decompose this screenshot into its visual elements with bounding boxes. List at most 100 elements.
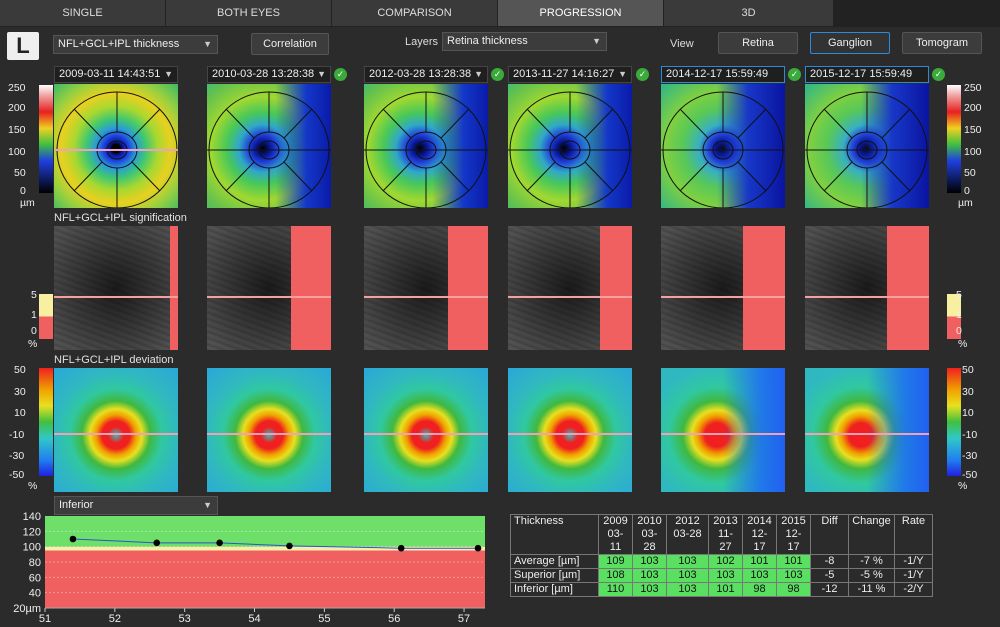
x-tick-label: 54 [248, 613, 260, 625]
table-cell: 101 [742, 554, 777, 569]
thickness-map-5[interactable] [661, 84, 785, 208]
view-label: View [670, 38, 694, 50]
deviation-map-5[interactable] [661, 368, 785, 492]
sector-select-value: Inferior [59, 499, 94, 511]
signification-map-6[interactable] [805, 226, 929, 350]
deviation-map-6[interactable] [805, 368, 929, 492]
scale-tick: -50 [9, 469, 25, 481]
scale-unit: µm [958, 197, 973, 209]
borderline-band [45, 546, 485, 551]
scan-line [508, 296, 632, 298]
layers-select[interactable]: Retina thickness ▼ [442, 32, 607, 51]
etdrs-grid-overlay [508, 91, 632, 208]
table-header-cell: Thickness [510, 514, 599, 555]
deviation-map-1[interactable] [54, 368, 178, 492]
scale-tick: 50 [962, 364, 974, 376]
scale-tick: 5 [31, 289, 37, 301]
significant-region [170, 226, 178, 350]
table-cell: 102 [708, 554, 743, 569]
table-row: Superior [µm] 108 103 103 103 103 103 -5… [510, 568, 933, 583]
scale-tick: 0 [964, 185, 970, 197]
significant-region [448, 226, 488, 350]
trend-chart: 140 120 100 80 60 40 20µm 51 52 53 54 55 56 57 [13, 511, 485, 625]
table-row: Average [µm] 109 103 103 102 101 101 -8 … [510, 554, 933, 569]
view-retina-button[interactable]: Retina [718, 32, 798, 54]
date-select-3[interactable]: 2012-03-28 13:28:38 ▼ [364, 66, 488, 83]
scale-tick: 200 [8, 102, 26, 114]
date-value: 2014-12-17 15:59:49 [666, 68, 769, 80]
scale-tick: -30 [962, 450, 978, 462]
tab-comparison[interactable]: COMPARISON [332, 0, 498, 26]
significant-region [600, 226, 632, 350]
correlation-button[interactable]: Correlation [251, 33, 329, 55]
rate-cell: -1/Y [894, 568, 933, 583]
deviation-map-3[interactable] [364, 368, 488, 492]
thickness-map-2[interactable] [207, 84, 331, 208]
date-select-6[interactable]: 2015-12-17 15:59:49 [805, 66, 929, 83]
check-icon: ✓ [636, 68, 649, 81]
data-point [153, 539, 161, 547]
thickness-table: Thickness 2009 03-11 2010 03-28 2012 03-… [510, 514, 933, 597]
scan-line [661, 296, 785, 298]
table-header-cell: 2009 03-11 [598, 514, 633, 555]
scan-line [54, 296, 178, 298]
scale-tick: 1 [31, 309, 37, 321]
view-ganglion-button[interactable]: Ganglion [810, 32, 890, 54]
etdrs-grid-overlay [661, 91, 785, 208]
thickness-map-6[interactable] [805, 84, 929, 208]
signification-colorbar-left [39, 294, 53, 339]
deviation-map-4[interactable] [508, 368, 632, 492]
tab-3d[interactable]: 3D [664, 0, 834, 26]
thickness-colorbar-left [39, 85, 53, 193]
table-header-cell: Rate [894, 514, 933, 555]
scale-tick: 100 [8, 146, 26, 158]
table-cell: 108 [598, 568, 633, 583]
date-select-1[interactable]: 2009-03-11 14:43:51 ▼ [54, 66, 178, 83]
scale-tick: 50 [964, 167, 976, 179]
signification-colorbar-right [947, 294, 961, 339]
metric-select[interactable]: NFL+GCL+IPL thickness ▼ [53, 35, 218, 54]
signification-map-5[interactable] [661, 226, 785, 350]
thickness-map-4[interactable] [508, 84, 632, 208]
scale-tick: 30 [14, 386, 26, 398]
scan-line [207, 433, 331, 435]
data-point [397, 544, 405, 552]
scale-tick: 10 [962, 407, 974, 419]
scale-tick: 10 [14, 407, 26, 419]
table-cell: 103 [632, 554, 667, 569]
date-value: 2009-03-11 14:43:51 [59, 68, 161, 80]
etdrs-grid-overlay [364, 91, 488, 208]
signification-map-4[interactable] [508, 226, 632, 350]
date-select-5[interactable]: 2014-12-17 15:59:49 [661, 66, 785, 83]
table-cell: 101 [776, 554, 811, 569]
signification-map-1[interactable] [54, 226, 178, 350]
signification-label: NFL+GCL+IPL signification [54, 212, 187, 224]
sector-select[interactable]: Inferior ▼ [54, 496, 218, 515]
diff-cell: -5 [810, 568, 849, 583]
scale-tick: 0 [20, 185, 26, 197]
scale-unit: % [28, 480, 38, 492]
scale-tick: 5 [956, 289, 962, 301]
signification-map-3[interactable] [364, 226, 488, 350]
date-select-2[interactable]: 2010-03-28 13:28:38 ▼ [207, 66, 331, 83]
tab-progression[interactable]: PROGRESSION [498, 0, 664, 26]
x-tick-label: 57 [458, 613, 470, 625]
date-value: 2012-03-28 13:28:38 [369, 68, 472, 80]
layers-label: Layers [405, 36, 439, 48]
check-icon: ✓ [788, 68, 801, 81]
thickness-map-1[interactable] [54, 84, 178, 208]
view-tomogram-button[interactable]: Tomogram [902, 32, 982, 54]
date-select-4[interactable]: 2013-11-27 14:16:27 ▼ [508, 66, 632, 83]
etdrs-grid-overlay [207, 91, 331, 208]
scale-tick: 30 [962, 386, 974, 398]
tab-both-eyes[interactable]: BOTH EYES [166, 0, 332, 26]
significant-region [743, 226, 785, 350]
signification-map-2[interactable] [207, 226, 331, 350]
tab-single[interactable]: SINGLE [0, 0, 166, 26]
thickness-map-3[interactable] [364, 84, 488, 208]
deviation-colorbar-right [947, 368, 961, 476]
y-tick-label: 140 [23, 511, 41, 523]
check-icon: ✓ [932, 68, 945, 81]
scale-tick: -10 [962, 429, 978, 441]
deviation-map-2[interactable] [207, 368, 331, 492]
